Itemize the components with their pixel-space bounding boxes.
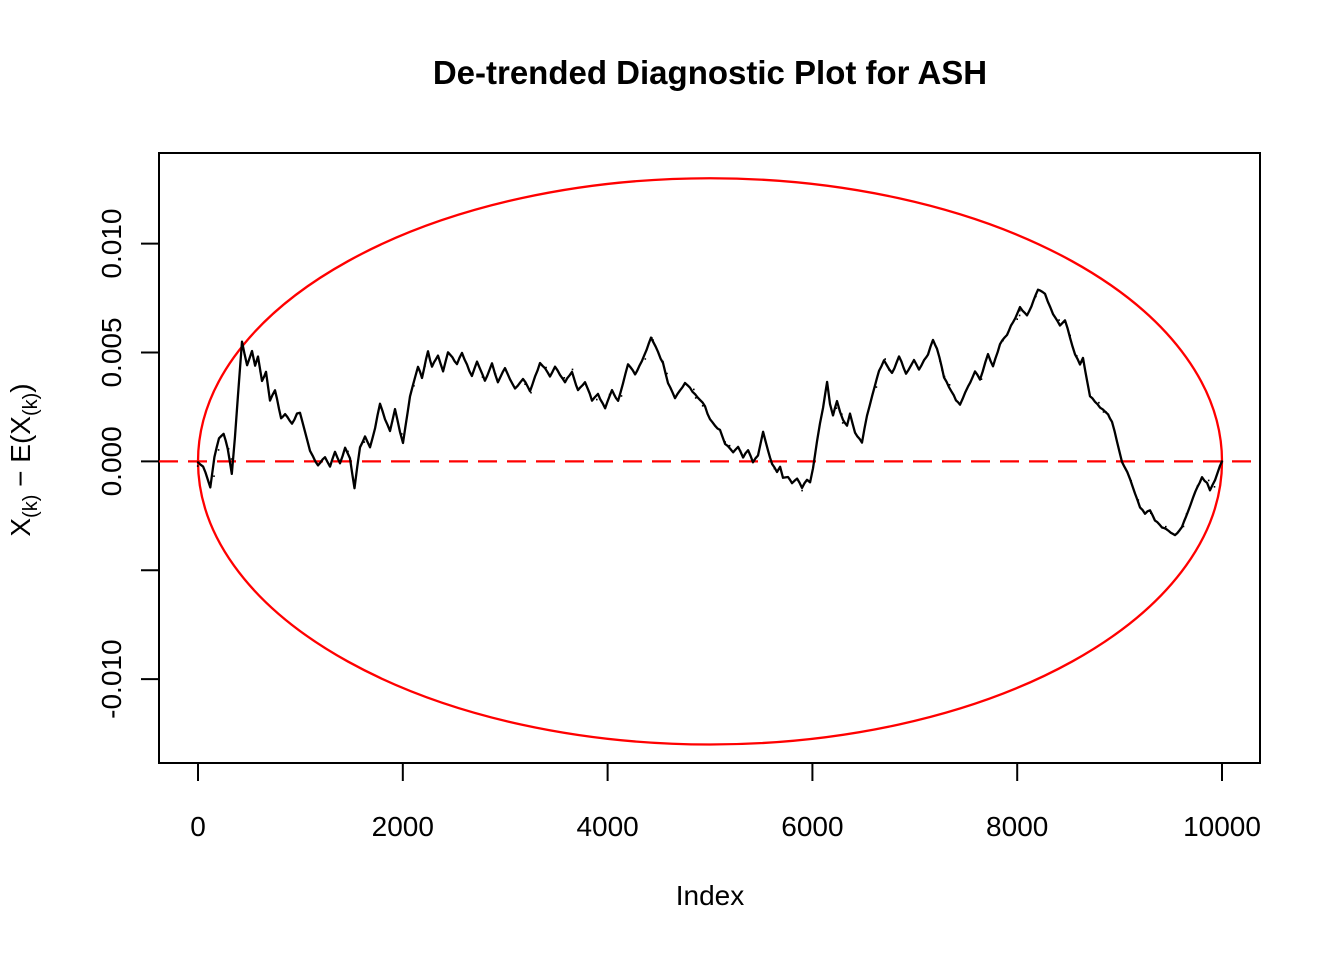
x-tick-label: 0 (190, 811, 206, 842)
x-axis-label: Index (675, 880, 745, 911)
x-axis-ticks: 0 2000 4000 6000 8000 10000 (190, 763, 1261, 842)
y-axis-label: X(k) − E(X(k)) (5, 383, 42, 537)
plot-box (158, 152, 1261, 764)
y-tick-label: -0.010 (96, 639, 127, 718)
data-series-path (196, 288, 1224, 537)
y-tick-label: 0.005 (96, 317, 127, 387)
y-tick-label: 0.000 (96, 426, 127, 496)
chart-title: De-trended Diagnostic Plot for ASH (432, 54, 988, 91)
x-tick-label: 4000 (576, 811, 638, 842)
y-axis-ticks: 0.010 0.005 0.000 -0.010 (96, 209, 159, 719)
y-tick-label: 0.010 (96, 209, 127, 279)
x-tick-label: 6000 (781, 811, 843, 842)
x-tick-label: 2000 (372, 811, 434, 842)
x-tick-label: 10000 (1183, 811, 1261, 842)
x-tick-label: 8000 (986, 811, 1048, 842)
